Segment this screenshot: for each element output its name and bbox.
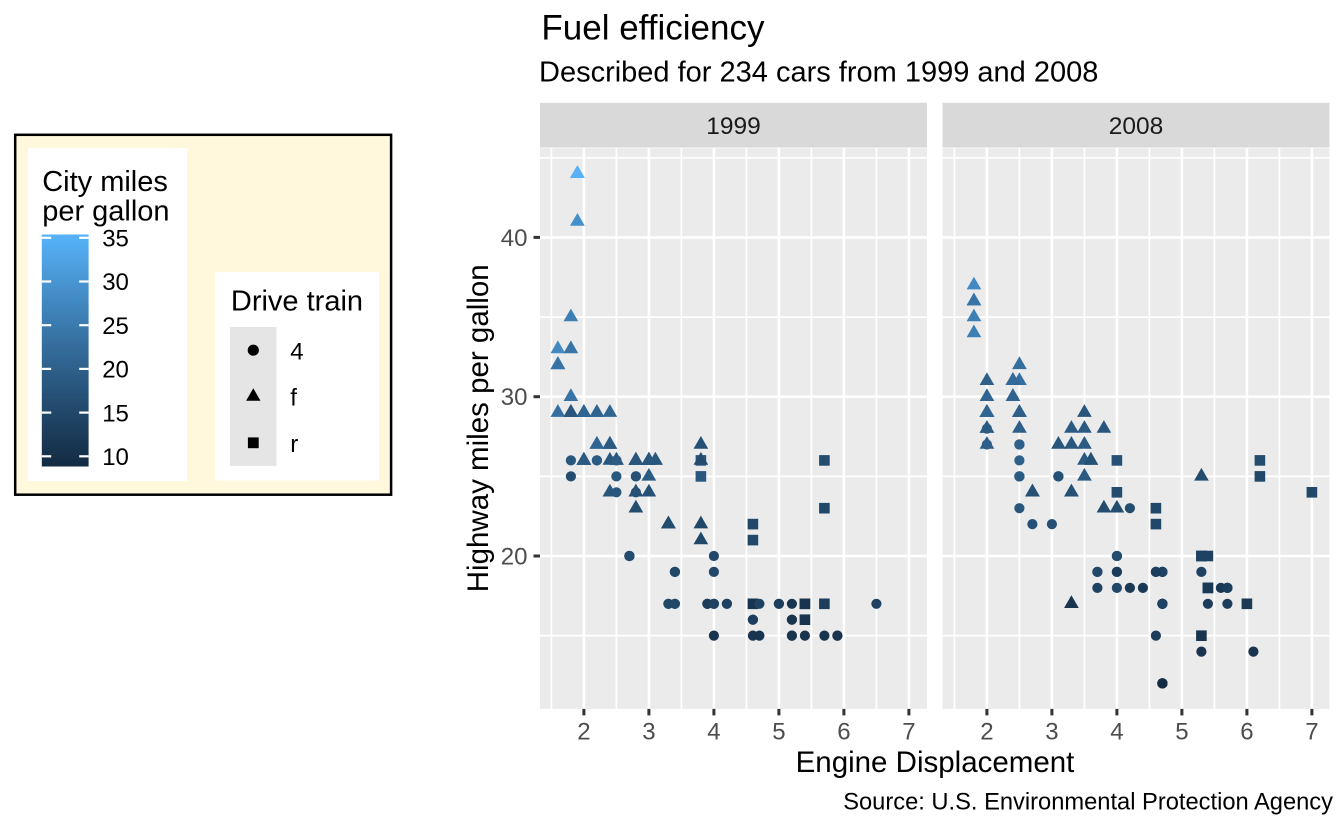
svg-text:20: 20 (102, 357, 129, 384)
svg-text:2008: 2008 (1109, 113, 1164, 140)
svg-text:4: 4 (707, 719, 720, 746)
svg-text:Engine Displacement: Engine Displacement (796, 746, 1075, 779)
svg-text:City miles: City miles (42, 166, 168, 198)
svg-text:Fuel efficiency: Fuel efficiency (541, 9, 765, 48)
svg-text:4: 4 (1110, 719, 1123, 746)
svg-text:3: 3 (1045, 719, 1058, 746)
svg-text:6: 6 (837, 719, 850, 746)
svg-text:15: 15 (102, 400, 129, 427)
svg-text:Highway miles per gallon: Highway miles per gallon (462, 264, 495, 592)
svg-text:4: 4 (290, 338, 303, 365)
svg-text:Described for 234 cars from 19: Described for 234 cars from 1999 and 200… (539, 57, 1098, 89)
svg-text:3: 3 (642, 719, 655, 746)
svg-text:20: 20 (501, 543, 528, 570)
svg-text:6: 6 (1240, 719, 1253, 746)
svg-text:25: 25 (102, 313, 129, 340)
svg-text:35: 35 (102, 226, 129, 253)
svg-text:30: 30 (501, 384, 528, 411)
svg-text:5: 5 (772, 719, 785, 746)
svg-text:7: 7 (1305, 719, 1318, 746)
svg-text:5: 5 (1175, 719, 1188, 746)
svg-text:per gallon: per gallon (42, 195, 169, 227)
svg-text:2: 2 (577, 719, 590, 746)
svg-text:Drive train: Drive train (231, 286, 363, 318)
svg-text:Source: U.S. Environmental Pro: Source: U.S. Environmental Protection Ag… (843, 790, 1333, 816)
svg-text:f: f (290, 385, 297, 412)
svg-text:30: 30 (102, 269, 129, 296)
svg-text:1999: 1999 (706, 113, 761, 140)
svg-text:7: 7 (902, 719, 915, 746)
svg-text:r: r (290, 431, 298, 458)
svg-text:40: 40 (501, 225, 528, 252)
svg-text:2: 2 (980, 719, 993, 746)
svg-text:10: 10 (102, 444, 129, 471)
